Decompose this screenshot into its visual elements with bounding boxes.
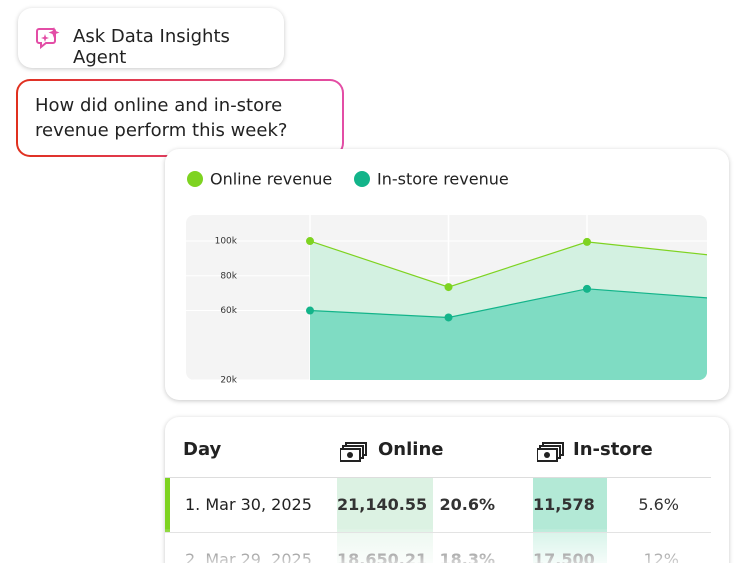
- y-tick-label: 100k: [215, 237, 238, 247]
- table-cell: 20.6%: [439, 495, 495, 514]
- chart: 100k 80k 60k 20k Online revenue In-store reve…: [186, 170, 730, 386]
- legend-swatch: [187, 171, 203, 187]
- point: [444, 283, 453, 292]
- table-cell: 11,578: [533, 495, 595, 514]
- point: [306, 306, 314, 315]
- y-tick-label: 60k: [220, 306, 237, 316]
- fade: [165, 529, 729, 563]
- point: [722, 253, 730, 261]
- point: [444, 313, 453, 322]
- money-icon: [340, 442, 367, 462]
- column-header: In-store: [573, 439, 653, 460]
- agent-button[interactable]: Ask Data Insights Agent: [18, 8, 284, 68]
- table-cell: 21,140.55: [337, 495, 428, 514]
- online-highlight: [337, 478, 433, 532]
- prompt-box: How did online and in-store revenue perf…: [18, 81, 342, 155]
- y-tick-label: 80k: [220, 271, 237, 281]
- line: [309, 240, 707, 288]
- legend-label: Online revenue: [210, 170, 332, 189]
- money-icon: [537, 442, 564, 462]
- legend-swatch: [354, 171, 370, 187]
- point: [306, 237, 314, 246]
- instore-highlight: [533, 478, 607, 532]
- point: [583, 237, 591, 246]
- chart-card: 100k 80k 60k 20k Online revenue In-store reve…: [165, 149, 729, 400]
- table-card: Day Online In-store 1. Mar 30, 2025 21,14…: [165, 417, 729, 563]
- header-divider: [165, 477, 711, 478]
- table-cell: 1. Mar 30, 2025: [185, 495, 312, 514]
- button-label: Ask Data Insights Agent: [73, 26, 230, 68]
- agent-icon: [36, 27, 60, 50]
- column-header: Online: [378, 439, 444, 460]
- column-header: Day: [183, 439, 222, 460]
- table-cell: 5.6%: [638, 495, 679, 514]
- legend-label: In-store revenue: [377, 170, 509, 189]
- y-tick-label: 20k: [220, 376, 237, 386]
- area: [310, 288, 707, 380]
- prompt-text: How did online and in-store revenue perf…: [35, 95, 288, 141]
- row-indicator: [165, 478, 170, 532]
- point: [722, 295, 730, 303]
- prompt-border: How did online and in-store revenue perf…: [16, 79, 344, 157]
- line: [309, 288, 707, 319]
- point: [583, 284, 591, 293]
